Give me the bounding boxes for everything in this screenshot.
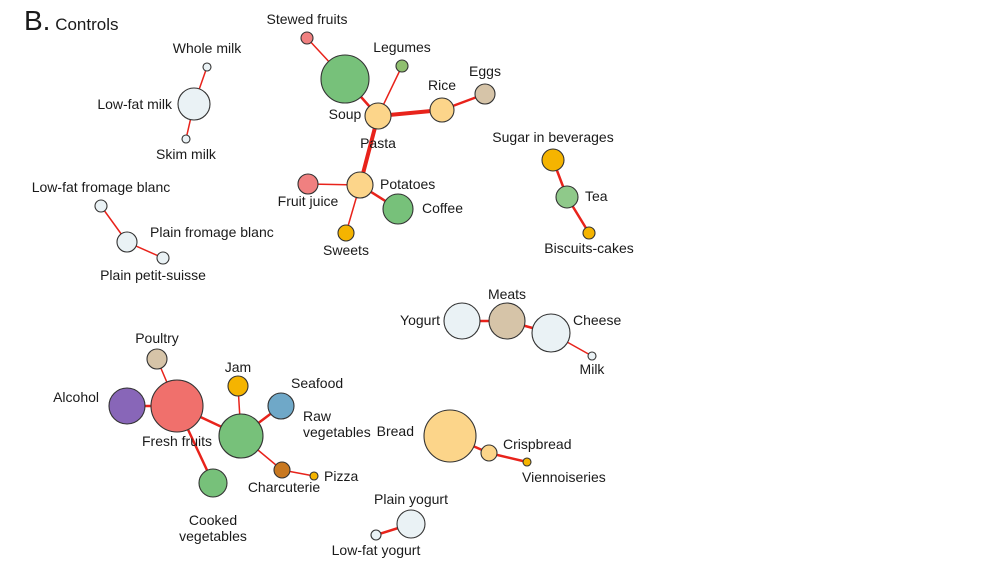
svg-text:Plain yogurt: Plain yogurt: [374, 491, 448, 507]
svg-text:Crispbread: Crispbread: [503, 436, 571, 452]
svg-text:Low-fat fromage blanc: Low-fat fromage blanc: [32, 179, 171, 195]
svg-text:Eggs: Eggs: [469, 63, 501, 79]
svg-text:Cheese: Cheese: [573, 312, 621, 328]
svg-text:Low-fat yogurt: Low-fat yogurt: [332, 542, 421, 558]
svg-text:Seafood: Seafood: [291, 375, 343, 391]
svg-text:Plain fromage blanc: Plain fromage blanc: [150, 224, 274, 240]
svg-text:Rice: Rice: [428, 77, 456, 93]
svg-text:Charcuterie: Charcuterie: [248, 479, 321, 495]
svg-text:Low-fat milk: Low-fat milk: [97, 96, 173, 112]
svg-text:Potatoes: Potatoes: [380, 176, 435, 192]
svg-text:Plain petit-suisse: Plain petit-suisse: [100, 267, 206, 283]
svg-text:Fruit juice: Fruit juice: [278, 193, 339, 209]
svg-text:Pizza: Pizza: [324, 468, 358, 484]
svg-text:Sweets: Sweets: [323, 242, 369, 258]
svg-text:Bread: Bread: [377, 423, 414, 439]
svg-text:Yogurt: Yogurt: [400, 312, 440, 328]
svg-text:Sugar in beverages: Sugar in beverages: [492, 129, 613, 145]
svg-text:Viennoiseries: Viennoiseries: [522, 469, 606, 485]
svg-text:Alcohol: Alcohol: [53, 389, 99, 405]
svg-text:Fresh fruits: Fresh fruits: [142, 433, 212, 449]
svg-text:Tea: Tea: [585, 188, 608, 204]
svg-text:Legumes: Legumes: [373, 39, 431, 55]
svg-text:Stewed fruits: Stewed fruits: [267, 11, 348, 27]
svg-text:Skim milk: Skim milk: [156, 146, 217, 162]
svg-text:Jam: Jam: [225, 359, 251, 375]
svg-text:Milk: Milk: [580, 361, 606, 377]
svg-text:Soup: Soup: [329, 106, 362, 122]
svg-text:Meats: Meats: [488, 286, 526, 302]
svg-text:Coffee: Coffee: [422, 200, 463, 216]
svg-text:Whole milk: Whole milk: [173, 40, 242, 56]
svg-text:Pasta: Pasta: [360, 135, 396, 151]
svg-text:Biscuits-cakes: Biscuits-cakes: [544, 240, 633, 256]
svg-text:Poultry: Poultry: [135, 330, 179, 346]
